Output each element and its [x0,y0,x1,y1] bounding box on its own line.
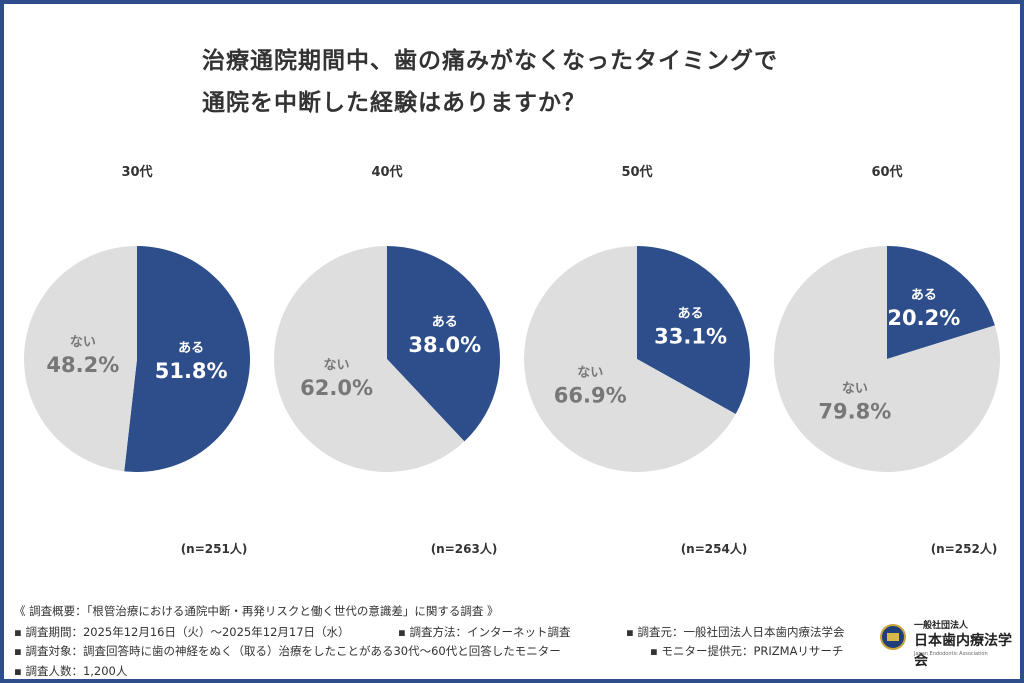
slice-label: ある [432,315,458,330]
slice-label: ない [70,335,96,350]
slice-label: ない [842,382,868,397]
survey-provider: ▪ モニター提供元：PRIZMAリサーチ [650,644,844,658]
slice-value: 48.2% [46,353,119,377]
slice-value: 62.0% [300,376,373,400]
slice-value: 38.0% [408,333,481,357]
pie-slice-yes [887,246,995,359]
slice-value: 79.8% [818,400,891,424]
pie-chart-30代 [24,246,251,473]
survey-period: ▪ 調査期間：2025年12月16日（火）～2025年12月17日（水） [14,625,350,639]
pie-chart-50代 [524,245,751,472]
chart-title: 治療通院期間中、歯の痛みがなくなったタイミングで 通院を中断した経験はありますか… [202,40,778,124]
pie-slice-yes [124,246,251,473]
slice-label: ない [577,365,603,380]
survey-target: ▪ 調査対象：調査回答時に歯の神経をぬく（取る）治療をしたことがある30代～60… [14,644,561,658]
logo-line-1: 一般社団法人 [914,621,969,631]
pie-slice-no [774,246,1001,473]
seal-icon [880,624,906,650]
logo-line-2: 日本歯内療法学会 [914,633,1012,669]
survey-count: ▪ 調査人数：1,200人 [14,664,128,678]
pie-slice-no [24,246,138,472]
logo-line-3: Japan Endodontic Association [914,651,988,657]
sample-size: (n=254人) [681,541,748,556]
slice-label: ある [911,288,937,303]
association-logo: 一般社団法人 日本歯内療法学会 Japan Endodontic Associa… [878,618,1018,669]
slice-label: ない [324,358,350,373]
slice-value: 33.1% [654,325,727,349]
sample-size: (n=251人) [181,541,248,556]
slice-label: ある [678,307,704,322]
pie-slice-yes [387,246,500,442]
pie-chart-60代 [774,246,1001,473]
slice-value: 51.8% [155,359,228,383]
pie-title: 40代 [371,164,402,180]
slice-value: 66.9% [554,383,627,407]
pie-slice-no [524,245,736,472]
title-line-2: 通院を中断した経験はありますか？ [202,90,586,116]
slice-value: 20.2% [887,306,960,330]
pie-chart-40代 [273,246,500,473]
survey-heading: 《 調査概要：「根管治療における通院中断・再発リスクと働く世代の意識差」に関する… [14,604,499,618]
sample-size: (n=252人) [931,541,998,556]
sample-size: (n=263人) [431,541,498,556]
survey-organizer: ▪ 調査元：一般社団法人日本歯内療法学会 [626,625,845,639]
pie-title: 60代 [871,164,902,180]
survey-method: ▪ 調査方法：インターネット調査 [398,625,571,639]
slice-label: ある [178,341,204,356]
title-line-1: 治療通院期間中、歯の痛みがなくなったタイミングで [202,48,778,74]
pie-title: 50代 [621,164,652,180]
pie-slice-no [273,246,465,473]
pie-slice-yes [637,246,751,415]
pie-title: 30代 [121,164,152,180]
